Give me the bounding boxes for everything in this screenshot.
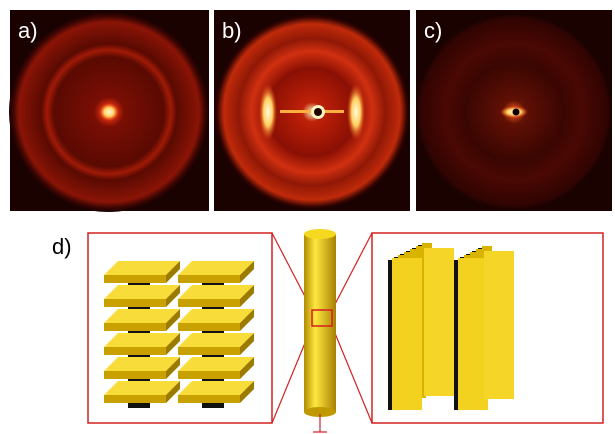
slab-front	[178, 323, 240, 331]
plates	[388, 243, 514, 410]
figure: a) b) c) d)	[0, 0, 615, 434]
label-a: a)	[18, 18, 38, 43]
slab-front	[104, 395, 166, 403]
slab-front	[104, 299, 166, 307]
slab-front	[178, 347, 240, 355]
label-d: d)	[52, 234, 72, 259]
plate-front	[424, 248, 454, 396]
slab-front	[104, 275, 166, 283]
plate	[392, 258, 422, 410]
arc-b-right	[347, 84, 365, 140]
arc-b-left	[259, 84, 277, 140]
slab-front	[178, 395, 240, 403]
fiber	[304, 234, 336, 412]
slab-front	[104, 323, 166, 331]
fiber-top	[304, 229, 336, 239]
slab-front	[178, 275, 240, 283]
beamstop-c	[513, 109, 520, 116]
beamstop-b	[314, 108, 322, 116]
slab-front	[104, 371, 166, 379]
plate-front	[484, 251, 514, 399]
label-c: c)	[424, 18, 442, 43]
plate-side	[388, 260, 392, 410]
slab-front	[104, 347, 166, 355]
slab-front	[178, 299, 240, 307]
beam-a	[99, 103, 119, 121]
plate-side	[454, 260, 458, 410]
label-b: b)	[222, 18, 242, 43]
slab-front	[178, 371, 240, 379]
plate	[458, 258, 488, 410]
